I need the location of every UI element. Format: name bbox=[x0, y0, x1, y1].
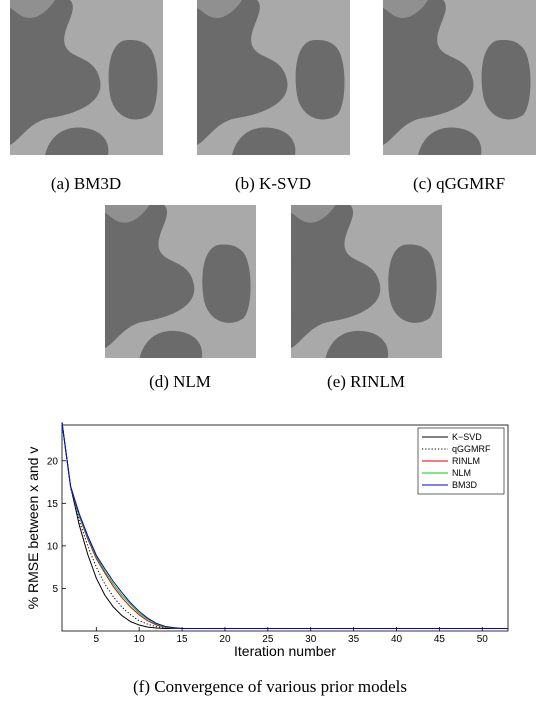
y-tick-label: 10 bbox=[47, 541, 59, 552]
image-qggmrf bbox=[383, 0, 536, 155]
legend-label: qGGMRF bbox=[452, 444, 491, 454]
image-bm3d bbox=[10, 0, 163, 155]
x-tick-label: 40 bbox=[391, 634, 403, 645]
caption: (c) qGGMRF bbox=[413, 174, 505, 193]
x-tick-label: 45 bbox=[434, 634, 446, 645]
x-tick-label: 50 bbox=[477, 634, 489, 645]
caption: (d) NLM bbox=[149, 372, 211, 391]
x-tick-label: 35 bbox=[348, 634, 360, 645]
x-tick-label: 25 bbox=[262, 634, 274, 645]
y-axis-label: % RMSE between x and v bbox=[25, 447, 41, 610]
x-axis-label: Iteration number bbox=[234, 643, 336, 659]
series-line bbox=[61, 422, 508, 629]
caption: (a) BM3D bbox=[51, 174, 121, 193]
y-tick-label: 5 bbox=[52, 584, 58, 595]
x-tick-label: 5 bbox=[94, 634, 100, 645]
legend-label: BM3D bbox=[452, 480, 478, 490]
legend-label: RINLM bbox=[452, 456, 480, 466]
caption: (e) RINLM bbox=[327, 372, 405, 391]
image-ksvd bbox=[197, 0, 350, 155]
legend-label: NLM bbox=[452, 468, 471, 478]
caption: (b) K-SVD bbox=[235, 174, 311, 193]
image-nlm bbox=[104, 205, 257, 358]
y-tick-label: 15 bbox=[47, 499, 59, 510]
x-tick-label: 15 bbox=[177, 634, 189, 645]
caption: (f) Convergence of various prior models bbox=[133, 677, 407, 696]
x-tick-label: 10 bbox=[134, 634, 146, 645]
x-tick-label: 30 bbox=[305, 634, 317, 645]
image-rinlm bbox=[290, 205, 443, 358]
legend-label: K−SVD bbox=[452, 432, 482, 442]
y-tick-label: 20 bbox=[47, 456, 59, 467]
x-tick-label: 20 bbox=[219, 634, 231, 645]
